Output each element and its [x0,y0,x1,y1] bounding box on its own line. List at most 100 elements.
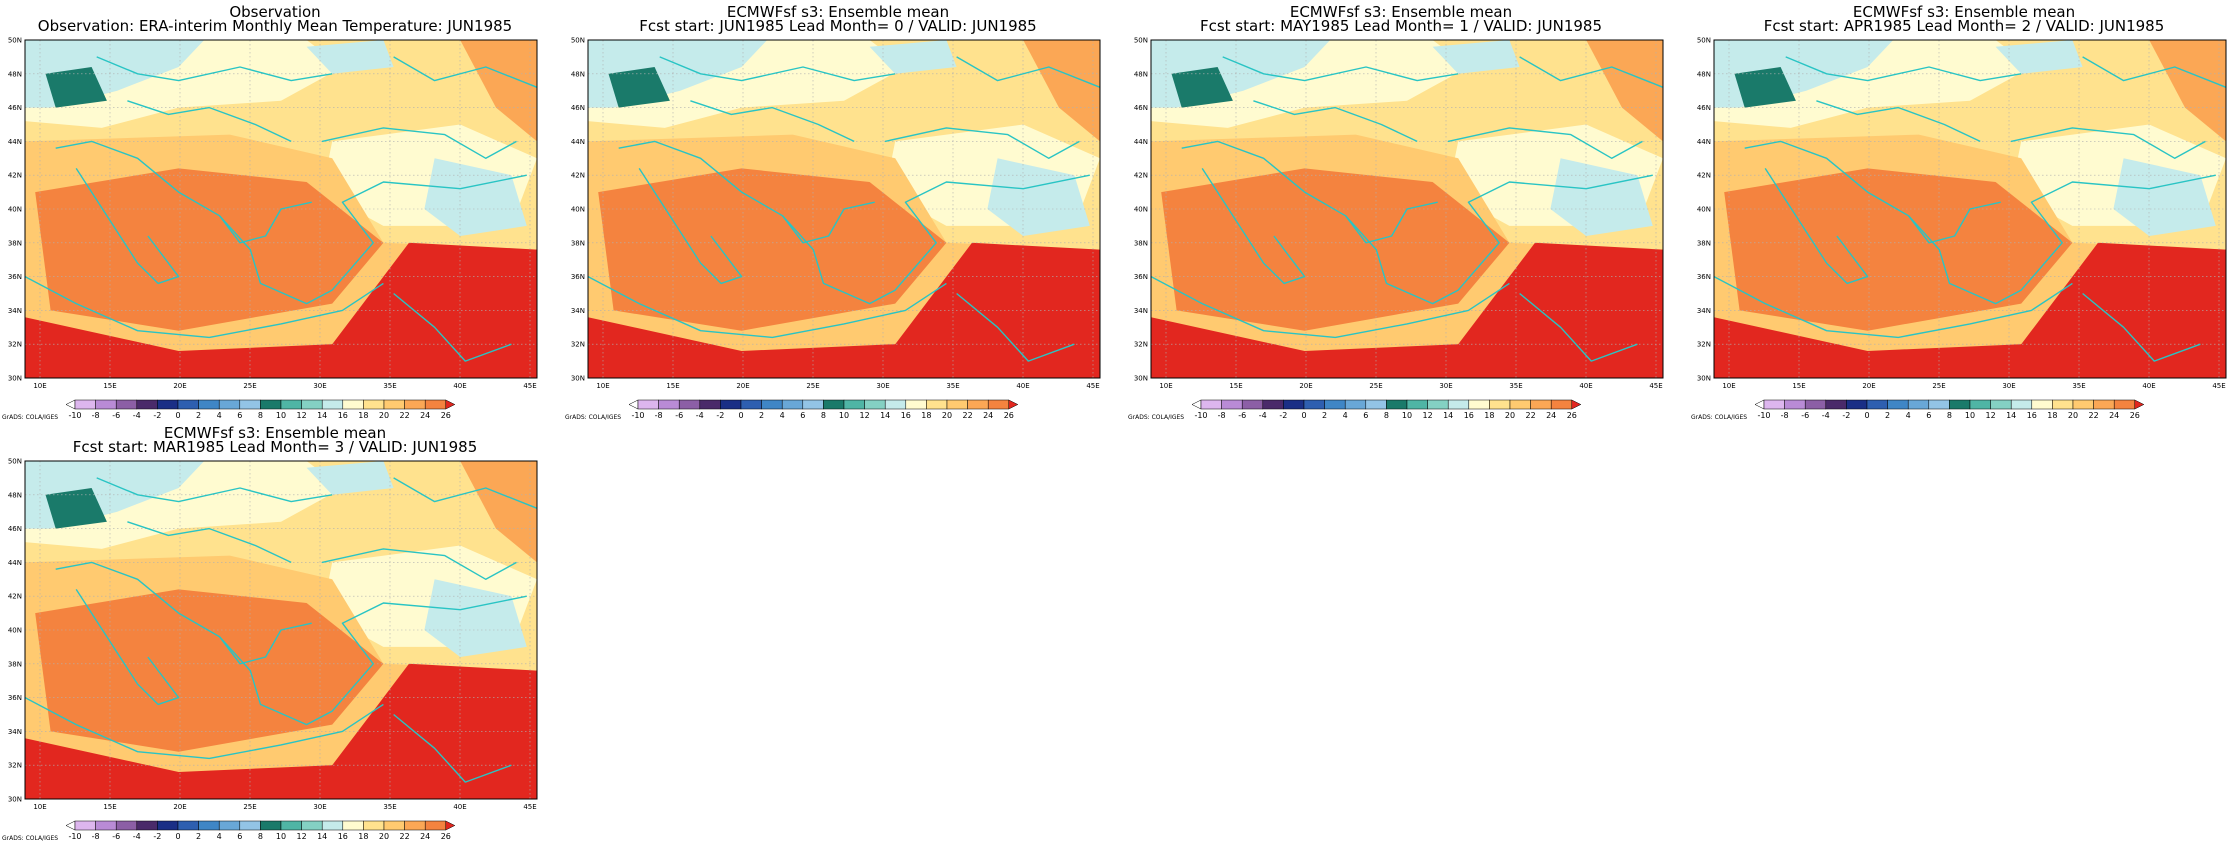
colorbar-arrow-low [65,399,76,410]
lon-tick-label: 25E [1932,382,1945,390]
colorbar-swatch [761,399,783,410]
colorbar-label: 26 [1004,411,1014,420]
coastline [55,561,527,726]
lon-tick-label: 10E [33,803,46,811]
colorbar-swatch [1386,399,1408,410]
lat-tick-label: 36N [571,273,585,281]
coastline [1816,100,1981,143]
colorbar-label: 12 [297,832,307,841]
lat-tick-label: 38N [571,239,585,247]
lon-tick-label: 30E [876,382,889,390]
lat-tick-label: 46N [1134,104,1148,112]
colorbar-swatch [115,399,138,410]
coastline [75,168,180,285]
colorbar-swatch [1907,399,1930,410]
lat-tick-label: 40N [571,206,585,214]
coastline [1908,201,2001,244]
colorbar-label: -6 [112,411,120,420]
shaded-contour [424,158,527,236]
colorbar-swatch [1221,399,1243,410]
colorbar-swatch [1825,399,1847,410]
coastline [25,696,384,760]
colorbar-label: 12 [860,411,870,420]
colorbar-swatch [424,399,447,410]
colorbar-label: 8 [1947,411,1952,420]
panel-title: Observation [229,3,321,21]
colorbar-label: 24 [1546,411,1556,420]
colorbar-swatch [115,820,138,831]
coastline [884,127,1080,160]
lon-tick-label: 10E [596,382,609,390]
coastline [1345,201,1438,244]
lat-tick-label: 36N [8,694,22,702]
coastline [1447,127,1643,160]
colorbar-label: -4 [696,411,704,420]
colorbar-swatch [136,399,158,410]
colorbar-label: 24 [420,832,430,841]
coastline [1253,100,1418,143]
colorbar-swatch [1887,399,1909,410]
lat-tick-label: 48N [8,491,22,499]
lon-tick-label: 40E [453,803,466,811]
colorbar-swatch [658,399,680,410]
colorbar-label: 14 [2006,411,2016,420]
shaded-contour [1734,67,1796,108]
colorbar-swatch [260,820,282,831]
lat-tick-label: 30N [571,375,585,383]
colorbar-swatch [926,399,948,410]
map-frame [587,39,1101,379]
colorbar-swatch [177,399,199,410]
temperature-map: 30N 32N 34N 36N 38N 40N 42N 44N 46N 48N 50N 10E 15E 2… [1691,37,2227,421]
colorbar-label: -8 [92,832,100,841]
lat-tick-label: 30N [1697,375,1711,383]
colorbar-swatch [1866,399,1888,410]
coastline [219,201,312,244]
colorbar-label: -2 [1279,411,1287,420]
colorbar-label: -8 [655,411,663,420]
colorbar-swatch [157,399,179,410]
colorbar-swatch [1406,399,1428,410]
temperature-map: 30N 32N 34N 36N 38N 40N 42N 44N 46N 48N 50N 10E 15E 2… [2,37,538,421]
lat-tick-label: 36N [1697,273,1711,281]
lat-tick-label: 32N [1697,341,1711,349]
panel-title: ECMWFsf s3: Ensemble mean [163,424,387,442]
shaded-contour [306,40,394,74]
coastline [638,168,743,285]
colorbar-label: 24 [983,411,993,420]
colorbar-swatch [637,399,659,410]
colorbar-label: 0 [175,411,180,420]
coastline [1181,140,1653,305]
panel-subtitle: Fcst start: MAY1985 Lead Month= 1 / VALI… [1199,17,1603,35]
coastlines [1151,56,1663,362]
colorbar-swatch [198,820,220,831]
colorbar-label: 10 [839,411,849,420]
lat-tick-label: 38N [1134,239,1148,247]
colorbar-swatch [1324,399,1346,410]
colorbar-label: 20 [379,411,389,420]
lon-tick-label: 35E [383,382,396,390]
colorbar-label: 4 [1906,411,1911,420]
colorbar-swatch [404,399,426,410]
colorbar-label: -2 [153,832,161,841]
lat-tick-label: 38N [8,239,22,247]
lat-tick-label: 36N [1134,273,1148,281]
lon-tick-label: 40E [2142,382,2155,390]
colorbar-swatch [198,399,220,410]
colorbar-label: 18 [358,411,368,420]
lon-tick-label: 40E [1579,382,1592,390]
colorbar-label: 14 [317,832,327,841]
lon-tick-label: 15E [103,803,116,811]
colorbar-swatch [301,399,323,410]
colorbar-label: 6 [800,411,805,420]
colorbar-label: 6 [237,832,242,841]
grads-credit: GrADS: COLA/IGES [1128,414,1184,421]
colorbar-swatch [424,820,447,831]
shaded-contour [306,461,394,495]
lon-tick-label: 20E [1299,382,1312,390]
coastline [55,140,527,305]
shaded-contour [869,40,957,74]
colorbar-label: 16 [2027,411,2037,420]
colorbar-label: 0 [738,411,743,420]
colorbar-label: -4 [133,411,141,420]
lon-tick-label: 20E [173,803,186,811]
